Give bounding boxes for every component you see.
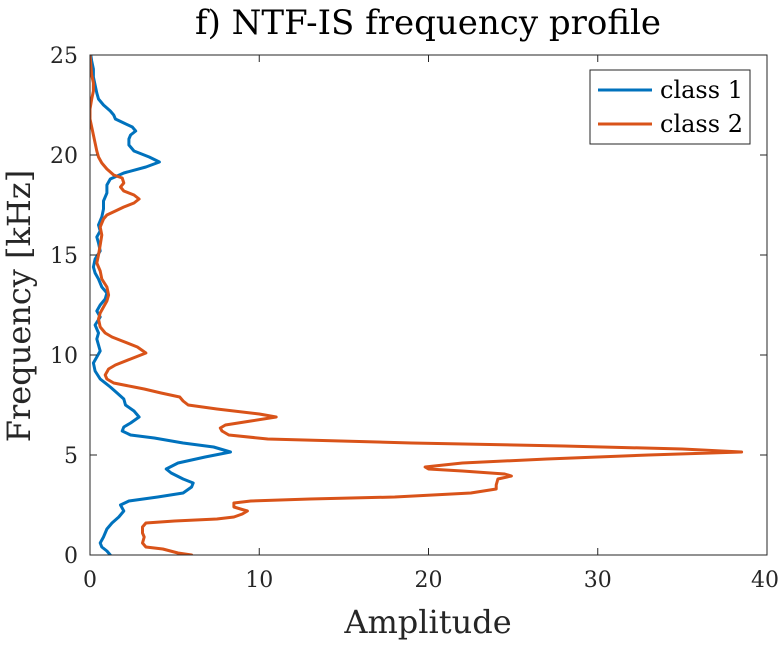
y-tick-label: 25 [50, 44, 78, 69]
x-tick-label: 20 [415, 568, 443, 593]
y-tick-label: 5 [64, 444, 78, 469]
legend-label-1: class 1 [660, 76, 743, 104]
y-tick-label: 20 [50, 144, 78, 169]
x-tick-label: 40 [751, 568, 779, 593]
x-tick-label: 30 [584, 568, 612, 593]
legend-box [589, 69, 751, 145]
x-tick-label: 10 [245, 568, 273, 593]
legend: class 1 class 2 [589, 69, 751, 145]
y-tick-label: 0 [64, 544, 78, 569]
y-tick-label: 10 [50, 344, 78, 369]
chart-title: f) NTF-IS frequency profile [195, 3, 661, 43]
x-tick-label: 0 [83, 568, 97, 593]
series-line-2 [90, 55, 744, 555]
y-axis-title: Frequency [kHz] [0, 170, 38, 442]
legend-label-2: class 2 [660, 110, 743, 138]
y-tick-label: 15 [50, 244, 78, 269]
x-axis-title: Amplitude [343, 603, 511, 641]
